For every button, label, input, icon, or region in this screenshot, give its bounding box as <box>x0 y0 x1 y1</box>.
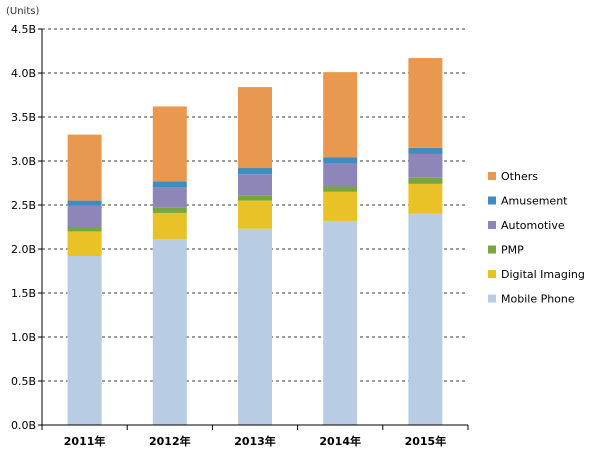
unit-label: (Units) <box>6 6 39 17</box>
y-tick-label: 0.5B <box>11 375 36 388</box>
y-tick-label: 4.5B <box>11 23 36 36</box>
bar-segment-amusement <box>323 157 358 164</box>
bar-segment-digital-imaging <box>408 183 443 214</box>
bar-segment-amusement <box>67 200 102 206</box>
legend-swatch <box>488 172 496 180</box>
bar-segment-mobile-phone <box>408 213 443 425</box>
x-tick-label: 2013年 <box>234 434 276 448</box>
legend-swatch <box>488 196 496 205</box>
legend-swatch <box>488 270 496 278</box>
legend-label: Others <box>501 170 538 183</box>
bar-segment-mobile-phone <box>323 220 358 425</box>
bar-segment-amusement <box>408 147 443 154</box>
bar-segment-digital-imaging <box>238 200 272 229</box>
x-tick-label: 2015年 <box>405 434 447 448</box>
x-tick-label: 2014年 <box>319 434 361 448</box>
bar-segment-digital-imaging <box>323 191 358 221</box>
bar-segment-mobile-phone <box>67 256 102 425</box>
legend-swatch <box>488 245 496 254</box>
bar-segment-digital-imaging <box>67 231 102 257</box>
y-axis: 0.0B 0.5B 1.0B 1.5B 2.0B 2.5B 3.0B 3.5B 4.0B 4.5B <box>11 23 43 432</box>
bars <box>67 58 443 425</box>
bar-segment-automotive <box>408 153 443 178</box>
bar-segment-others <box>67 134 102 201</box>
bar-segment-automotive <box>67 205 102 227</box>
y-tick-label: 2.0B <box>11 243 36 256</box>
legend-label: Automotive <box>501 219 565 232</box>
bar-segment-pmp <box>67 227 102 232</box>
bar-segment-pmp <box>152 207 187 213</box>
bar-segment-pmp <box>408 177 443 184</box>
x-tick-label: 2011年 <box>64 434 106 448</box>
legend-swatch <box>488 221 496 229</box>
bar-segment-mobile-phone <box>238 228 272 425</box>
legend-label: Digital Imaging <box>501 268 585 281</box>
bar-segment-mobile-phone <box>152 239 187 425</box>
legend-label: Mobile Phone <box>501 293 575 306</box>
bar-segment-pmp <box>238 195 272 201</box>
bar-segment-others <box>238 87 272 169</box>
bar-segment-digital-imaging <box>152 212 187 240</box>
x-axis: 2011年 2012年 2013年 2014年 2015年 <box>41 424 469 448</box>
legend-label: PMP <box>501 244 524 257</box>
bar-segment-automotive <box>323 163 358 187</box>
y-tick-label: 0.0B <box>11 419 36 432</box>
bar-segment-automotive <box>152 187 187 208</box>
x-tick-label: 2012年 <box>149 434 191 448</box>
bar-segment-pmp <box>323 186 358 192</box>
y-tick-label: 3.5B <box>11 111 36 124</box>
bar-segment-others <box>408 58 443 148</box>
bar-segment-others <box>152 106 187 182</box>
y-tick-label: 4.0B <box>11 67 36 80</box>
bar-segment-amusement <box>238 168 272 175</box>
legend: Others Amusement Automotive PMP Digital Imag… <box>488 170 585 306</box>
legend-swatch <box>488 294 496 303</box>
bar-segment-others <box>323 72 358 158</box>
y-tick-label: 1.0B <box>11 331 36 344</box>
y-tick-label: 2.5B <box>11 199 36 212</box>
y-tick-label: 1.5B <box>11 287 36 300</box>
bar-segment-automotive <box>238 174 272 196</box>
legend-label: Amusement <box>501 195 568 208</box>
bar-segment-amusement <box>152 181 187 188</box>
y-tick-label: 3.0B <box>11 155 36 168</box>
